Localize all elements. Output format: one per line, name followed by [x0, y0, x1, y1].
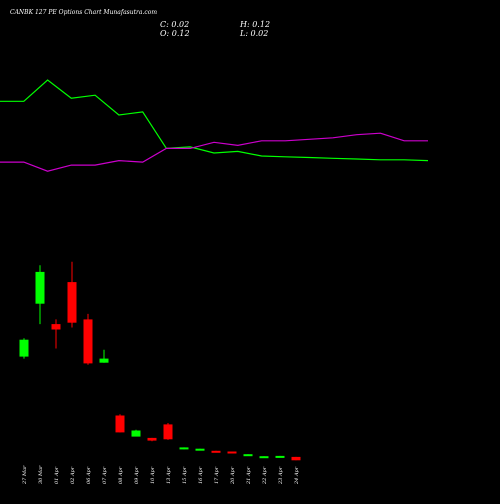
x-tick-label: 01 Apr	[54, 466, 60, 484]
x-tick-label: 24 Apr	[294, 466, 300, 485]
candle-body	[275, 455, 285, 458]
candle-body	[211, 450, 221, 453]
candle-body	[115, 415, 125, 433]
candle-body	[291, 456, 301, 461]
candle-body	[259, 456, 269, 459]
x-tick-label: 13 Apr	[166, 466, 172, 484]
x-tick-label: 10 Apr	[150, 466, 156, 484]
high-value: H: 0.12	[240, 20, 271, 29]
candle-body	[195, 448, 205, 451]
chart-title: CANBK 127 PE Options Chart Munafasutra.c…	[10, 9, 158, 16]
candle-body	[179, 447, 189, 450]
x-tick-label: 07 Apr	[102, 466, 108, 484]
x-tick-label: 23 Apr	[278, 466, 284, 485]
candle-body	[51, 324, 61, 330]
indicator-lines	[0, 79, 429, 172]
candle-body	[163, 424, 173, 440]
x-tick-label: 15 Apr	[182, 466, 188, 484]
candle-body	[19, 339, 29, 357]
open-value: O: 0.12	[160, 29, 190, 38]
low-value: L: 0.02	[240, 29, 269, 38]
candle-body	[67, 282, 77, 323]
x-tick-label: 06 Apr	[86, 466, 92, 484]
candle-body	[83, 319, 93, 364]
x-tick-label: 16 Apr	[198, 466, 204, 484]
candle-body	[243, 454, 253, 457]
candle-body	[227, 451, 237, 454]
x-tick-label: 17 Apr	[214, 466, 220, 484]
x-tick-label: 20 Apr	[230, 466, 236, 485]
x-axis-labels: 27 Mar 30 Mar 01 Apr 02 Apr 06 Apr 07 Apr 08 A…	[22, 465, 300, 485]
x-tick-label: 22 Apr	[262, 466, 268, 485]
candle-body	[147, 437, 157, 441]
line-series-1	[0, 79, 429, 162]
candle-body	[35, 271, 45, 304]
x-tick-label: 02 Apr	[70, 466, 76, 484]
x-tick-label: 09 Apr	[134, 466, 140, 484]
candle-body	[131, 430, 141, 437]
candle-body	[99, 358, 109, 363]
candles	[19, 261, 301, 461]
line-series-2	[0, 132, 428, 172]
x-tick-label: 27 Mar	[22, 465, 28, 485]
x-tick-label: 21 Apr	[246, 466, 252, 485]
x-tick-label: 30 Mar	[38, 465, 44, 484]
close-value: C: 0.02	[160, 20, 190, 29]
x-tick-label: 08 Apr	[118, 466, 124, 484]
